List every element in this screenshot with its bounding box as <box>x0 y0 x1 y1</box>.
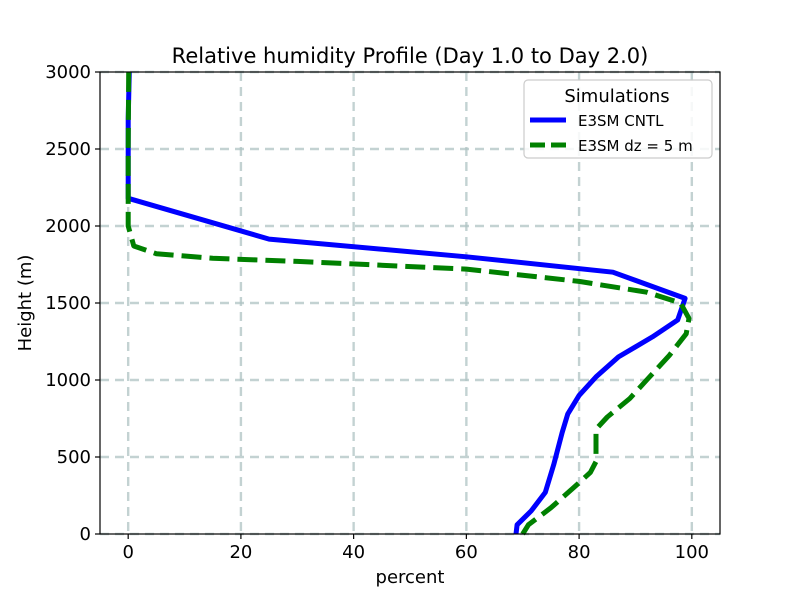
x-tick-label: 80 <box>568 542 591 563</box>
y-axis-label: Height (m) <box>15 255 36 352</box>
y-tick-label: 3000 <box>45 62 91 83</box>
series-line-e3sm-cntl <box>125 71 688 535</box>
legend-title: Simulations <box>564 86 669 107</box>
series-layer <box>125 71 692 536</box>
x-tick-label: 20 <box>229 542 252 563</box>
legend: Simulations E3SM CNTL E3SM dz = 5 m <box>523 79 713 159</box>
chart-title: Relative humidity Profile (Day 1.0 to Da… <box>172 44 649 68</box>
y-tick-label: 2000 <box>45 216 91 237</box>
x-axis-label: percent <box>376 567 445 588</box>
y-tick-label: 0 <box>80 524 91 545</box>
y-tick-label: 1000 <box>45 370 91 391</box>
y-tick-label: 500 <box>57 447 91 468</box>
x-tick-label: 0 <box>122 542 133 563</box>
x-tick-label: 60 <box>455 542 478 563</box>
x-tick-label: 100 <box>675 542 709 563</box>
legend-label-e3sm-cntl: E3SM CNTL <box>578 112 664 130</box>
y-tick-label: 2500 <box>45 139 91 160</box>
series-line-e3sm-dz5 <box>125 71 692 536</box>
legend-label-e3sm-dz5: E3SM dz = 5 m <box>578 137 693 155</box>
legend-box <box>523 79 713 159</box>
x-tick-label: 40 <box>342 542 365 563</box>
y-tick-label: 1500 <box>45 293 91 314</box>
